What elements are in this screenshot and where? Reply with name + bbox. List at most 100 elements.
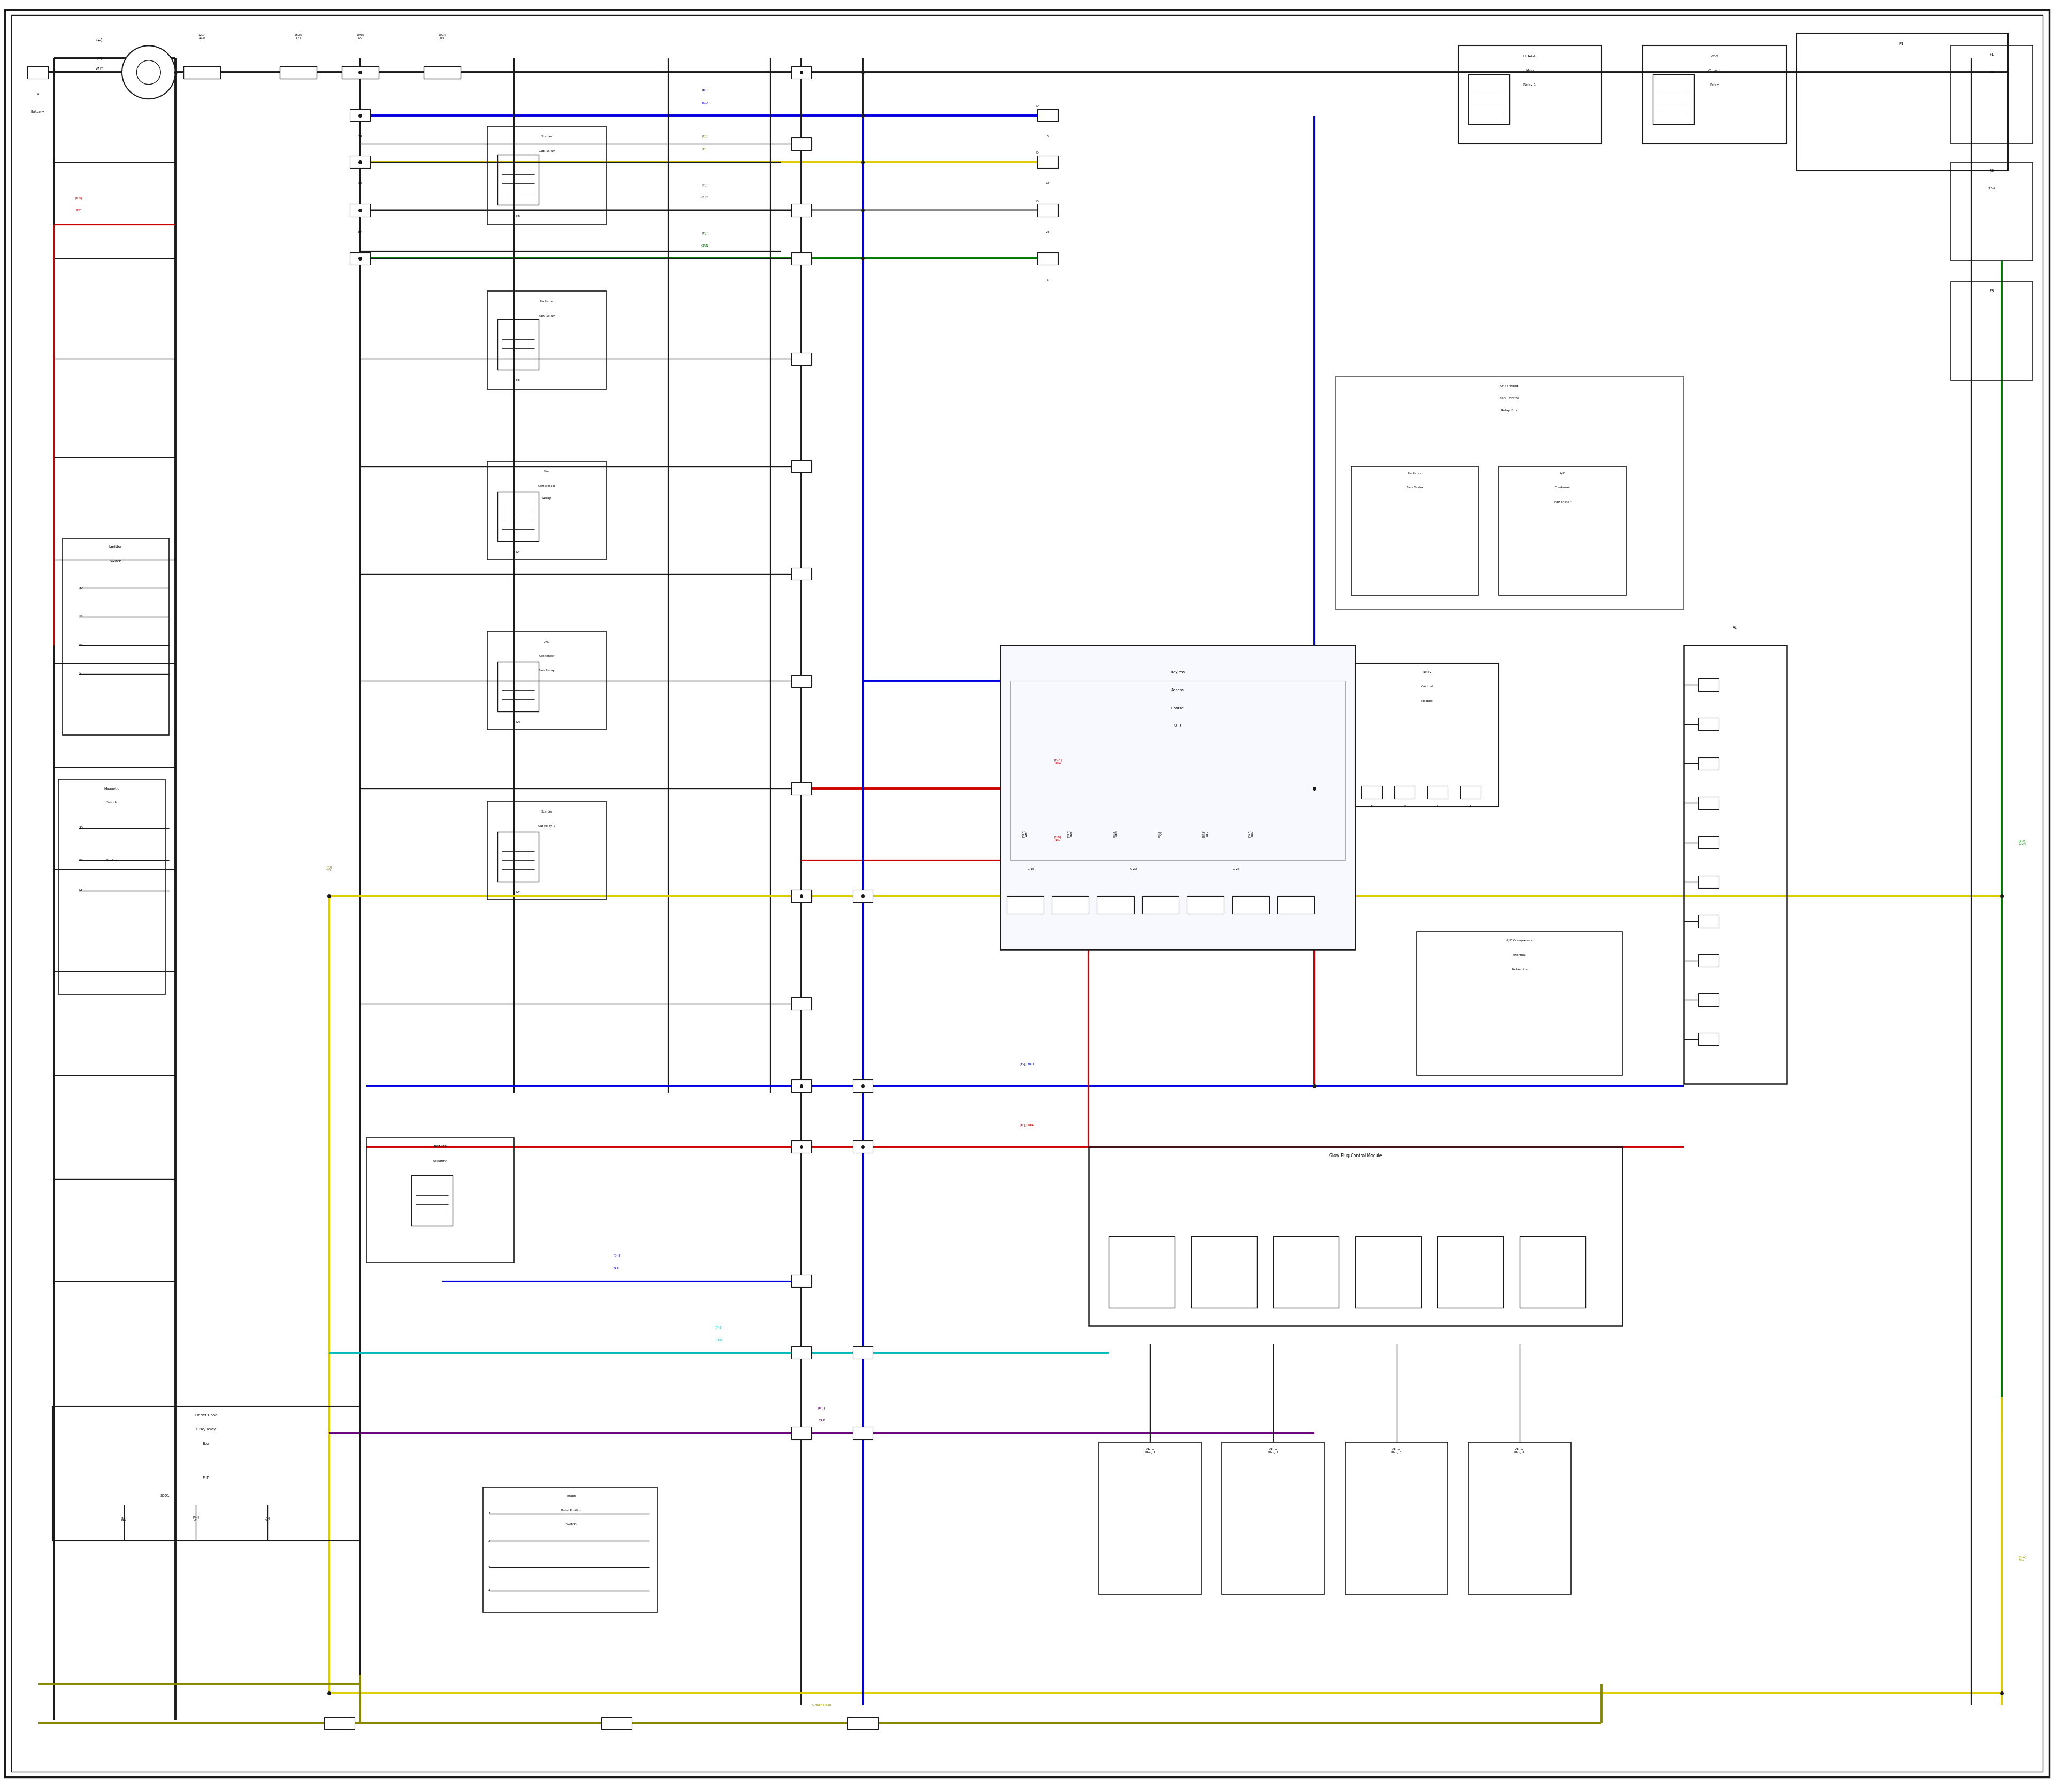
Text: F3: F3 (1990, 289, 1994, 292)
Text: Current: Current (1709, 70, 1721, 72)
Text: Starter: Starter (107, 858, 117, 862)
Bar (497, 491, 538, 541)
Text: [E-A]: [E-A] (76, 197, 82, 199)
Bar (1699, 914, 1719, 926)
Bar (487, 290, 606, 389)
Text: [B-I]
BLK: [B-I] BLK (121, 1516, 127, 1521)
Circle shape (121, 45, 175, 99)
Text: [EJ]: [EJ] (702, 90, 709, 91)
Text: A/C: A/C (544, 640, 550, 643)
Bar (1356, 663, 1499, 806)
Text: Control: Control (1171, 706, 1185, 710)
Bar (58, 780, 164, 995)
Bar (1191, 1236, 1257, 1308)
Bar (1699, 679, 1719, 692)
Text: [E-B]
RED: [E-B] RED (1054, 758, 1062, 765)
Bar (1097, 896, 1134, 914)
Text: Relay: Relay (542, 496, 550, 500)
Text: BLU: BLU (702, 102, 709, 104)
Text: [E-J] BLU: [E-J] BLU (1019, 1063, 1035, 1066)
Bar (791, 891, 811, 901)
Bar (1520, 1236, 1586, 1308)
Text: (+): (+) (97, 38, 103, 43)
Bar (349, 156, 370, 168)
Text: Glow
Plug 1: Glow Plug 1 (1144, 1448, 1154, 1453)
Text: Fan Relay: Fan Relay (538, 315, 555, 317)
Bar (1428, 787, 1448, 799)
Text: A/C Compressor: A/C Compressor (1506, 939, 1532, 943)
Text: Cut Relay: Cut Relay (538, 151, 555, 152)
Circle shape (138, 61, 160, 84)
Text: YEL: YEL (702, 149, 709, 151)
Bar (602, 1717, 633, 1729)
Bar (1699, 758, 1719, 771)
Text: [EI]: [EI] (97, 57, 103, 59)
Text: C 23: C 23 (1232, 867, 1241, 871)
Text: Brake: Brake (567, 1495, 577, 1496)
Text: Ground bus: Ground bus (811, 1704, 832, 1706)
Bar (1335, 376, 1684, 609)
Bar (1352, 466, 1479, 595)
Bar (1951, 161, 2033, 260)
Text: IPOM-TS: IPOM-TS (433, 1145, 448, 1149)
Bar (1797, 32, 2009, 170)
Text: A1: A1 (1734, 625, 1738, 629)
Bar (1011, 681, 1345, 860)
Bar (848, 1717, 879, 1729)
Bar (791, 461, 811, 473)
Text: D: D (1035, 152, 1039, 154)
Text: [E-J]: [E-J] (715, 1326, 723, 1330)
Text: [BRB]
BLK: [BRB] BLK (1249, 830, 1253, 837)
Bar (1052, 896, 1089, 914)
Bar (1037, 109, 1058, 122)
Text: [E-A]
GRN: [E-A] GRN (2019, 839, 2027, 846)
Bar (1273, 1236, 1339, 1308)
Bar (1699, 797, 1719, 810)
Bar (1699, 953, 1719, 966)
Bar (487, 801, 606, 900)
Bar (1438, 1236, 1504, 1308)
Text: WHT: WHT (700, 197, 709, 199)
Text: RED: RED (76, 210, 82, 211)
Text: Glow
Plug 4: Glow Plug 4 (1514, 1448, 1524, 1453)
Bar (1395, 787, 1415, 799)
Bar (791, 1346, 811, 1358)
Bar (852, 1346, 873, 1358)
Bar (791, 1274, 811, 1287)
Text: Access: Access (1171, 688, 1185, 692)
Bar (791, 1140, 811, 1152)
Text: GT-S: GT-S (1711, 56, 1719, 57)
Text: CYN: CYN (715, 1339, 723, 1342)
Text: C 10: C 10 (1027, 867, 1035, 871)
Bar (487, 461, 606, 559)
Text: ELD: ELD (203, 1477, 210, 1480)
Bar (1356, 1236, 1421, 1308)
Text: Underhood: Underhood (1499, 383, 1518, 387)
Bar (1951, 281, 2033, 380)
Text: Protection: Protection (1512, 968, 1528, 971)
Text: Module: Module (1421, 699, 1434, 702)
Text: 12: 12 (1045, 183, 1050, 185)
Bar (51, 1407, 359, 1541)
Bar (1006, 896, 1043, 914)
Text: M5: M5 (516, 378, 520, 382)
Bar (791, 891, 811, 901)
Text: Ignition: Ignition (109, 545, 123, 548)
Text: [BRB]
YEL: [BRB] YEL (1158, 830, 1163, 837)
Text: 160A
X21: 160A X21 (294, 34, 302, 39)
Text: Relay: Relay (1709, 84, 1719, 86)
Text: [E-J]: [E-J] (817, 1407, 826, 1410)
Bar (1951, 45, 2033, 143)
Bar (1345, 1443, 1448, 1595)
Text: Relay Box: Relay Box (1501, 409, 1518, 412)
Text: Fan Motor: Fan Motor (1407, 486, 1423, 489)
Text: D: D (1035, 106, 1039, 108)
Text: Switch: Switch (565, 1523, 577, 1525)
Text: 7.5A: 7.5A (1988, 188, 1994, 190)
Bar (852, 1140, 873, 1152)
Text: Relay: Relay (1423, 670, 1432, 674)
Text: [E-A]
YEL: [E-A] YEL (2019, 1555, 2027, 1561)
Bar (1109, 1236, 1175, 1308)
Text: D: D (1035, 201, 1039, 202)
Bar (852, 891, 873, 901)
